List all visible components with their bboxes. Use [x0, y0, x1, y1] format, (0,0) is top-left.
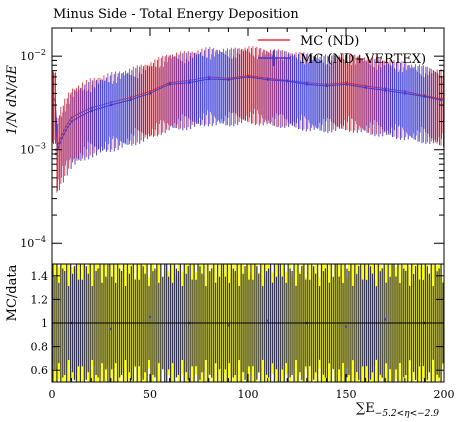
- x-tick-label: 200: [434, 388, 455, 401]
- series-nd: [52, 46, 444, 193]
- data-point: [364, 86, 367, 89]
- ratio-y-tick-label: 1.4: [31, 270, 49, 283]
- top-panel-marks: [52, 46, 444, 193]
- y-tick-label: 10−2: [20, 48, 46, 63]
- data-point: [90, 109, 93, 113]
- ratio-panel-ticks: 0.6 0.8 1 1.2 1.4 0 50 100 150 200: [31, 28, 455, 401]
- data-point: [168, 83, 171, 86]
- data-point: [148, 92, 152, 95]
- data-point: [70, 120, 73, 123]
- data-point: [266, 78, 269, 81]
- data-point: [403, 92, 406, 95]
- x-tick-label: 150: [336, 388, 357, 401]
- ratio-y-tick-label: 0.8: [31, 341, 49, 354]
- legend-label-nd-vertex: MC (ND+VERTEX): [300, 52, 426, 67]
- ratio-y-tick-label: 1.2: [31, 293, 49, 306]
- y-tick-label: 10−4: [20, 235, 46, 250]
- ratio-point: [344, 325, 348, 328]
- data-point: [286, 79, 289, 83]
- ratio-point: [266, 319, 269, 322]
- ratio-point: [148, 315, 152, 319]
- x-axis-label: ∑E−5.2<η<−2.9: [356, 401, 439, 419]
- x-tick-label: 50: [143, 388, 157, 401]
- y-tick-label: 10−3: [20, 142, 46, 157]
- data-point: [423, 95, 426, 98]
- ratio-y-tick-label: 1: [41, 317, 48, 330]
- x-tick-label: 100: [238, 388, 259, 401]
- ratio-y-tick-label: 0.6: [31, 364, 49, 377]
- data-point: [207, 77, 210, 81]
- data-point: [384, 89, 387, 92]
- ratio-points: [70, 315, 426, 331]
- data-point: [188, 81, 191, 84]
- x-axis-label-main: ∑E: [356, 401, 375, 416]
- ratio-y-axis-label: MC/data: [5, 264, 20, 321]
- top-panel-y-ticks: 10−4 10−3 10−2: [20, 48, 444, 250]
- chart-title: Minus Side - Total Energy Deposition: [53, 7, 299, 22]
- data-point: [227, 78, 230, 81]
- data-point: [438, 98, 442, 102]
- data-point: [246, 75, 250, 79]
- legend: MC (ND) MC (ND+VERTEX): [258, 34, 426, 67]
- legend-label-nd: MC (ND): [300, 34, 359, 49]
- x-tick-label: 0: [49, 388, 56, 401]
- data-point: [305, 83, 308, 86]
- data-point: [325, 84, 328, 88]
- data-point: [344, 83, 348, 86]
- series-nd-vertex: [53, 47, 444, 191]
- x-axis-label-sub: −5.2<η<−2.9: [375, 409, 439, 419]
- ratio-point: [384, 318, 387, 321]
- data-point: [129, 98, 132, 102]
- ratio-point: [109, 327, 113, 331]
- top-y-axis-label: 1/N dN/dE: [5, 64, 20, 135]
- data-point: [109, 103, 113, 107]
- ratio-point: [227, 324, 230, 327]
